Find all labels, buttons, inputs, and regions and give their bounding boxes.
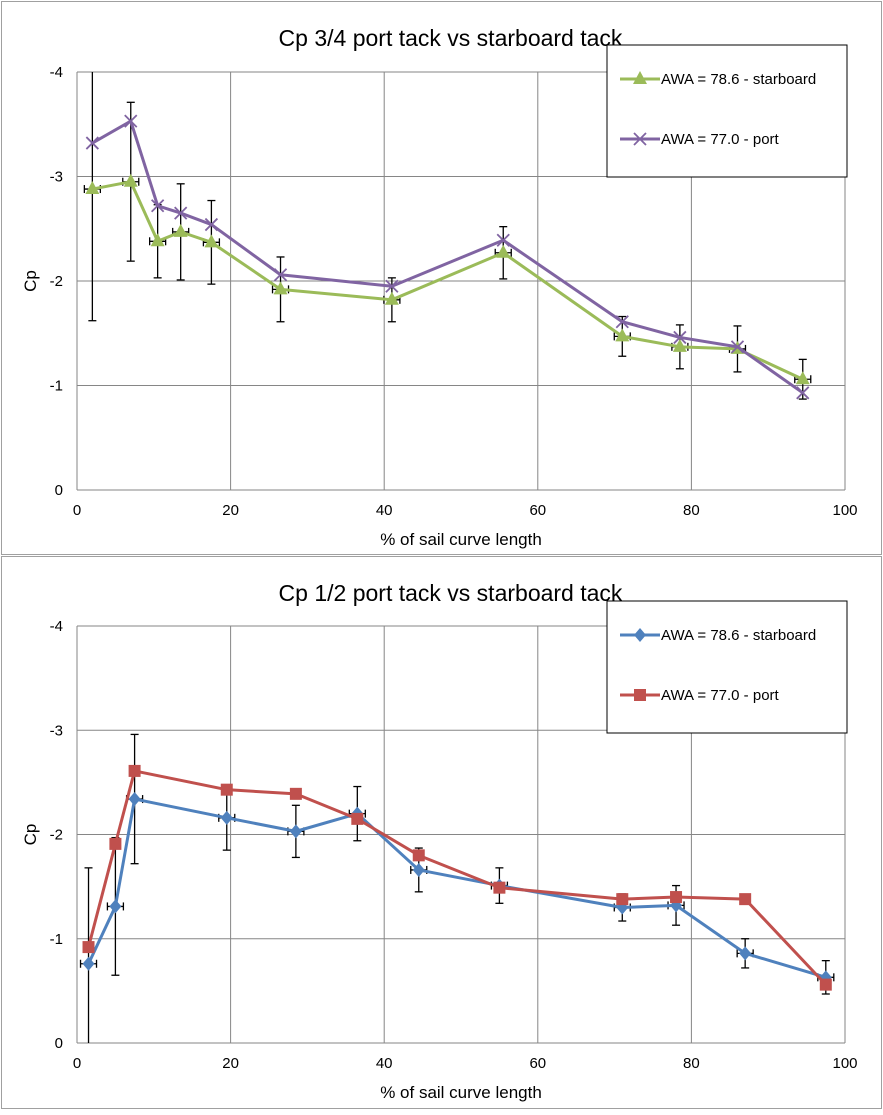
data-point-1 xyxy=(220,810,233,825)
data-point-2 xyxy=(739,893,752,906)
data-point-2 xyxy=(174,206,188,220)
y-tick-label: -3 xyxy=(50,722,63,739)
chart-title: Cp 1/2 port tack vs starboard tack xyxy=(279,580,623,606)
legend-label: AWA = 77.0 - port xyxy=(661,131,780,148)
y-axis-label: Cp xyxy=(21,824,40,846)
chart-2: Cp 1/2 port tack vs starboard tack 0 20 40 6… xyxy=(1,556,882,1109)
data-point-2 xyxy=(273,268,288,282)
data-point-2 xyxy=(730,340,745,354)
legend-marker xyxy=(634,628,646,642)
data-point-2 xyxy=(85,136,99,150)
series-line-1 xyxy=(87,797,827,979)
data-point-2 xyxy=(351,812,364,825)
data-point-1 xyxy=(273,281,288,295)
data-point-2 xyxy=(616,893,629,906)
legend-label: AWA = 78.6 - starboard xyxy=(661,71,816,88)
legend-box xyxy=(606,600,848,734)
y-axis-label: Cp xyxy=(21,270,40,292)
data-point-2 xyxy=(82,941,95,954)
y-tick-label: -4 xyxy=(50,64,63,81)
x-tick-label: 0 xyxy=(73,1055,81,1072)
data-point-1 xyxy=(85,181,100,195)
x-tick-label: 20 xyxy=(222,502,239,519)
y-tick-label: -1 xyxy=(50,931,63,948)
series-line-1 xyxy=(92,180,804,381)
data-point-2 xyxy=(673,330,687,345)
data-point-1 xyxy=(150,233,165,247)
y-tick-label: 0 xyxy=(55,482,63,499)
data-point-1 xyxy=(615,328,630,342)
data-point-2 xyxy=(204,217,219,232)
legend-marker xyxy=(633,71,647,84)
data-point-1 xyxy=(289,824,302,839)
chart-title: Cp 3/4 port tack vs starboard tack xyxy=(279,25,623,51)
data-point-2 xyxy=(819,978,832,991)
legend-label: AWA = 78.6 - starboard xyxy=(661,627,816,644)
series-line-2 xyxy=(91,119,804,395)
data-point-2 xyxy=(615,315,629,329)
data-point-1 xyxy=(672,338,687,352)
y-tick-label: -1 xyxy=(50,378,63,395)
x-tick-label: 80 xyxy=(683,1055,700,1072)
data-point-1 xyxy=(128,792,141,807)
y-tick-label: -2 xyxy=(50,827,63,844)
x-tick-label: 100 xyxy=(832,502,857,519)
plot-area xyxy=(83,72,812,400)
x-axis-label: % of sail curve length xyxy=(380,530,542,549)
data-point-2 xyxy=(289,787,302,800)
data-point-1 xyxy=(739,946,752,961)
data-point-2 xyxy=(496,233,510,247)
y-tick-label: -4 xyxy=(50,618,63,635)
legend-label: AWA = 77.0 - port xyxy=(661,687,780,704)
legend: AWA = 78.6 - starboard AWA = 77.0 - port xyxy=(606,44,848,178)
x-tick-label: 60 xyxy=(529,1055,546,1072)
data-point-2 xyxy=(220,783,233,796)
data-point-2 xyxy=(493,881,506,894)
legend: AWA = 78.6 - starboard AWA = 77.0 - port xyxy=(606,600,848,734)
x-tick-label: 20 xyxy=(222,1055,239,1072)
data-point-1 xyxy=(173,223,188,237)
data-point-1 xyxy=(204,234,219,248)
data-point-1 xyxy=(123,173,138,187)
x-tick-label: 40 xyxy=(376,1055,393,1072)
data-point-2 xyxy=(412,849,425,862)
legend-marker xyxy=(633,132,647,146)
data-point-1 xyxy=(795,371,810,385)
data-point-2 xyxy=(109,837,122,850)
data-point-1 xyxy=(412,862,425,877)
data-point-1 xyxy=(384,291,399,305)
chart-1: Cp 3/4 port tack vs starboard tack 0 20 40 6… xyxy=(1,1,882,555)
data-point-2 xyxy=(670,891,683,904)
x-tick-label: 100 xyxy=(832,1055,857,1072)
legend-marker xyxy=(634,689,646,701)
data-point-2 xyxy=(796,386,810,400)
data-point-1 xyxy=(109,899,122,914)
x-tick-label: 40 xyxy=(376,502,393,519)
plot-area xyxy=(79,733,835,1043)
data-point-2 xyxy=(151,199,165,213)
data-point-2 xyxy=(385,279,399,293)
y-tick-label: -3 xyxy=(50,169,63,186)
legend-box xyxy=(606,44,848,178)
x-axis-label: % of sail curve length xyxy=(380,1083,542,1102)
x-tick-label: 60 xyxy=(529,502,546,519)
x-tick-label: 80 xyxy=(683,502,700,519)
data-point-1 xyxy=(82,956,95,971)
y-tick-label: 0 xyxy=(55,1035,63,1052)
data-point-2 xyxy=(124,114,138,128)
data-point-1 xyxy=(496,244,511,258)
series-line-2 xyxy=(87,769,827,986)
data-point-2 xyxy=(128,764,141,777)
y-tick-label: -2 xyxy=(50,273,63,290)
x-tick-label: 0 xyxy=(73,502,81,519)
